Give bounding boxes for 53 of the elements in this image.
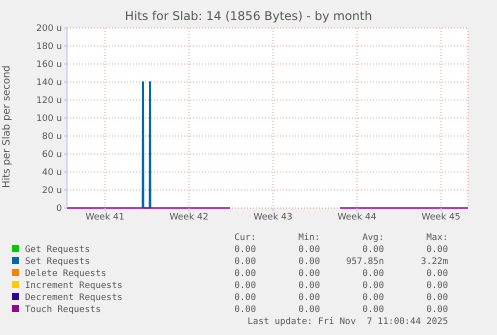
text: 3.22m (420, 256, 448, 268)
text: 0.00 (233, 292, 256, 304)
y-tick-label: 60 u (42, 150, 62, 160)
x-tick-label: Week 43 (254, 212, 292, 222)
y-tick-label: 80 u (42, 132, 62, 142)
text: 0.00 (361, 280, 384, 292)
y-axis-title: Hits per Slab per second (2, 65, 13, 188)
text: 0.00 (297, 256, 320, 268)
x-tick-label: Week 42 (170, 212, 208, 222)
legend-label: Delete Requests (24, 268, 108, 280)
y-tick-label: 20 u (42, 186, 62, 196)
text: 0.00 (233, 268, 256, 280)
text: Min: (297, 232, 320, 244)
text: 0.00 (233, 280, 256, 292)
text: 0.00 (297, 280, 320, 292)
legend-label: Touch Requests (24, 304, 102, 316)
y-tick-label: 160 u (36, 60, 62, 70)
x-tick-label: Week 45 (422, 212, 460, 222)
text: 0.00 (297, 304, 320, 316)
text: 0.00 (361, 268, 384, 280)
text: 957.85n (345, 256, 384, 268)
y-tick-label: 140 u (36, 78, 62, 88)
text: 0.00 (233, 256, 256, 268)
x-tick-label: Week 44 (338, 212, 377, 222)
y-tick-label: 100 u (36, 114, 62, 124)
text: Last update: Fri Nov 7 11:00:44 2025 (246, 316, 448, 328)
text: 0.00 (361, 292, 384, 304)
y-tick-label: 40 u (42, 168, 62, 178)
text: 0.00 (233, 304, 256, 316)
x-tick-label: Week 41 (86, 212, 124, 222)
legend-label: Get Requests (24, 244, 92, 256)
text: Cur: (233, 232, 256, 244)
y-tick-label: 180 u (36, 42, 62, 52)
y-tick-label: 120 u (36, 96, 62, 106)
text: 0.00 (361, 304, 384, 316)
text: 0.00 (297, 244, 320, 256)
text: 0.00 (361, 244, 384, 256)
text: 0.00 (425, 292, 448, 304)
y-tick-label: 0 (56, 204, 62, 214)
legend-label: Increment Requests (24, 280, 124, 292)
text: 0.00 (233, 244, 256, 256)
legend-label: Set Requests (24, 256, 92, 268)
text: 0.00 (297, 292, 320, 304)
y-tick-label: 200 u (36, 24, 62, 34)
text: 0.00 (425, 304, 448, 316)
text: Max: (425, 232, 448, 244)
text: Avg: (361, 232, 384, 244)
text: 0.00 (425, 244, 448, 256)
text: 0.00 (425, 280, 448, 292)
text: 0.00 (297, 268, 320, 280)
chart-title: Hits for Slab: 14 (1856 Bytes) - by month (124, 9, 374, 23)
text: 0.00 (425, 268, 448, 280)
legend-label: Decrement Requests (24, 292, 124, 304)
